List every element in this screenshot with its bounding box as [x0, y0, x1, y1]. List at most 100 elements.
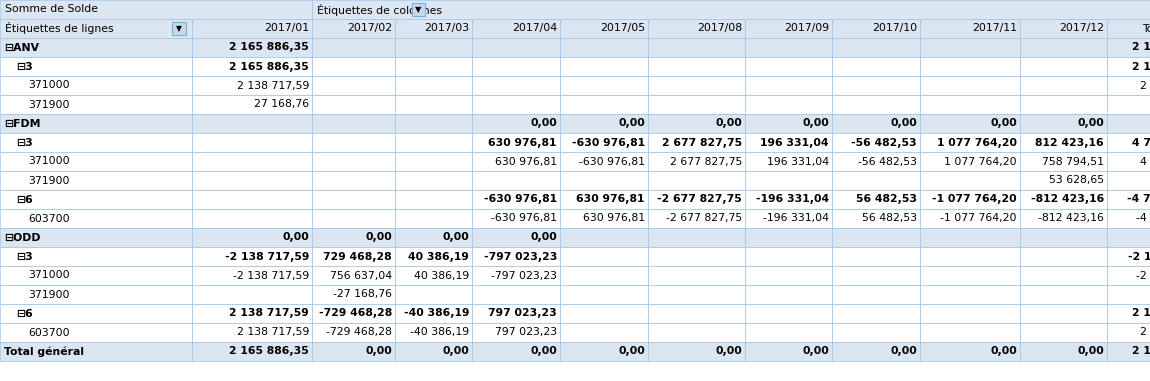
Bar — [1020, 57, 1107, 76]
Bar — [0, 38, 192, 57]
Bar — [394, 209, 472, 228]
Bar — [560, 209, 647, 228]
Text: 2 138 717,59: 2 138 717,59 — [229, 309, 309, 319]
Text: ⊟ODD: ⊟ODD — [3, 232, 40, 242]
Bar — [560, 266, 647, 285]
Text: -4 707 863,62: -4 707 863,62 — [1127, 194, 1150, 205]
Bar — [0, 152, 192, 171]
Bar — [831, 247, 920, 266]
Text: 2 138 717,59: 2 138 717,59 — [237, 328, 309, 338]
Text: Total général: Total général — [3, 346, 84, 357]
Bar — [0, 190, 192, 209]
Text: 27 168,76: 27 168,76 — [254, 99, 309, 109]
Bar — [412, 3, 426, 16]
Bar — [647, 152, 745, 171]
Text: 797 023,23: 797 023,23 — [489, 309, 557, 319]
Text: 756 637,04: 756 637,04 — [330, 271, 392, 280]
Bar — [312, 342, 394, 361]
Bar — [172, 22, 186, 35]
Bar — [394, 342, 472, 361]
Text: 40 386,19: 40 386,19 — [414, 271, 469, 280]
Bar — [647, 95, 745, 114]
Text: 0,00: 0,00 — [715, 346, 742, 357]
Bar — [0, 76, 192, 95]
Bar — [831, 323, 920, 342]
Bar — [0, 57, 192, 76]
Text: 2 138 717,59: 2 138 717,59 — [237, 80, 309, 91]
Text: 4 654 234,97: 4 654 234,97 — [1140, 157, 1150, 166]
Bar — [0, 0, 312, 19]
Bar — [312, 228, 394, 247]
Text: -27 168,76: -27 168,76 — [334, 290, 392, 299]
Bar — [1107, 342, 1150, 361]
Bar — [831, 304, 920, 323]
Bar — [831, 57, 920, 76]
Bar — [394, 19, 472, 38]
Text: 0,00: 0,00 — [890, 118, 917, 128]
Text: 196 331,04: 196 331,04 — [760, 138, 829, 147]
Bar — [472, 304, 560, 323]
Text: ⊟6: ⊟6 — [16, 194, 32, 205]
Text: 729 468,28: 729 468,28 — [323, 251, 392, 261]
Bar — [394, 247, 472, 266]
Bar — [560, 247, 647, 266]
Text: -812 423,16: -812 423,16 — [1038, 213, 1104, 224]
Text: 630 976,81: 630 976,81 — [489, 138, 557, 147]
Bar — [472, 19, 560, 38]
Bar — [920, 57, 1020, 76]
Text: Somme de Solde: Somme de Solde — [5, 5, 98, 14]
Bar — [394, 304, 472, 323]
Bar — [647, 76, 745, 95]
Text: 53 628,65: 53 628,65 — [1049, 176, 1104, 186]
Text: 0,00: 0,00 — [530, 232, 557, 242]
Bar — [745, 285, 831, 304]
Bar — [312, 152, 394, 171]
Text: Total général: Total général — [1142, 23, 1150, 34]
Text: -630 976,81: -630 976,81 — [572, 138, 645, 147]
Text: 1 077 764,20: 1 077 764,20 — [937, 138, 1017, 147]
Text: ⊟3: ⊟3 — [16, 251, 32, 261]
Bar — [192, 342, 312, 361]
Bar — [192, 114, 312, 133]
Text: 2017/08: 2017/08 — [697, 24, 742, 34]
Bar — [1020, 228, 1107, 247]
Text: 0,00: 0,00 — [1078, 118, 1104, 128]
Bar — [920, 38, 1020, 57]
Bar — [312, 95, 394, 114]
Bar — [472, 247, 560, 266]
Text: 56 482,53: 56 482,53 — [856, 194, 917, 205]
Bar — [920, 171, 1020, 190]
Bar — [312, 209, 394, 228]
Bar — [1020, 209, 1107, 228]
Text: -630 976,81: -630 976,81 — [484, 194, 557, 205]
Text: 0,00: 0,00 — [366, 346, 392, 357]
Bar — [647, 19, 745, 38]
Bar — [0, 342, 192, 361]
Bar — [745, 57, 831, 76]
Bar — [192, 171, 312, 190]
Text: 2 165 886,35: 2 165 886,35 — [1133, 346, 1150, 357]
Bar — [647, 285, 745, 304]
Text: 371900: 371900 — [28, 176, 69, 186]
Bar — [312, 114, 394, 133]
Bar — [1020, 323, 1107, 342]
Text: 2017/01: 2017/01 — [263, 24, 309, 34]
Bar — [560, 285, 647, 304]
Bar — [0, 323, 192, 342]
Bar — [394, 114, 472, 133]
Bar — [1107, 171, 1150, 190]
Bar — [647, 266, 745, 285]
Text: 2017/10: 2017/10 — [872, 24, 917, 34]
Bar — [1107, 19, 1150, 38]
Bar — [1107, 285, 1150, 304]
Text: -729 468,28: -729 468,28 — [319, 309, 392, 319]
Text: -2 677 827,75: -2 677 827,75 — [658, 194, 742, 205]
Bar — [1020, 190, 1107, 209]
Bar — [192, 95, 312, 114]
Bar — [745, 95, 831, 114]
Bar — [312, 285, 394, 304]
Bar — [920, 152, 1020, 171]
Bar — [472, 57, 560, 76]
Bar — [1020, 285, 1107, 304]
Text: 371900: 371900 — [28, 290, 69, 299]
